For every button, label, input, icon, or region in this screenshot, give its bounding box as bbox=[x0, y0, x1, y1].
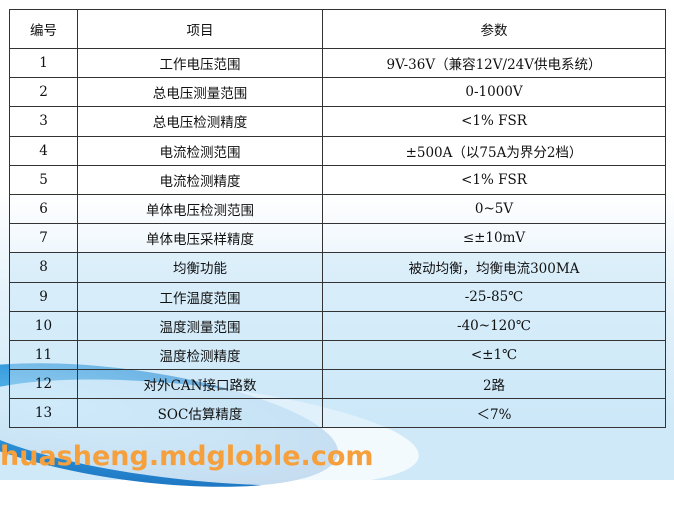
cell-item: 单体电压采样精度 bbox=[77, 223, 323, 254]
table-row: 12 对外CAN接口路数 2路 bbox=[9, 369, 666, 400]
cell-parameter: <1% FSR bbox=[322, 164, 666, 195]
cell-item: 对外CAN接口路数 bbox=[77, 369, 323, 400]
cell-item: 电流检测精度 bbox=[77, 164, 323, 195]
cell-parameter: 0~5V bbox=[322, 193, 666, 225]
cell-number: 10 bbox=[9, 310, 78, 341]
table-row: 6 单体电压检测范围 0~5V bbox=[9, 193, 666, 225]
header-parameter: 参数 bbox=[322, 9, 666, 49]
cell-item: 工作温度范围 bbox=[77, 281, 323, 312]
cell-item: SOC估算精度 bbox=[77, 398, 323, 429]
cell-number: 6 bbox=[9, 193, 78, 225]
cell-number: 12 bbox=[9, 369, 78, 400]
cell-item: 温度检测精度 bbox=[77, 339, 323, 371]
table-row: 8 均衡功能 被动均衡，均衡电流300MA bbox=[9, 252, 666, 283]
cell-number: 5 bbox=[9, 164, 78, 195]
cell-item: 温度测量范围 bbox=[77, 310, 323, 341]
table-row: 7 单体电压采样精度 ≤±10mV bbox=[9, 223, 666, 254]
cell-item: 工作电压范围 bbox=[77, 47, 323, 79]
header-number: 编号 bbox=[9, 9, 78, 49]
cell-parameter: 9V-36V（兼容12V/24V供电系统） bbox=[322, 47, 666, 79]
cell-item: 总电压测量范围 bbox=[77, 77, 323, 108]
cell-parameter: ±500A（以75A为界分2档） bbox=[322, 135, 666, 166]
cell-number: 11 bbox=[9, 339, 78, 371]
cell-parameter: <1% FSR bbox=[322, 106, 666, 137]
cell-parameter: 2路 bbox=[322, 369, 666, 400]
cell-parameter: -40~120℃ bbox=[322, 310, 666, 341]
cell-number: 7 bbox=[9, 223, 78, 254]
watermark: huasheng.mdgloble.com bbox=[0, 441, 374, 472]
cell-number: 13 bbox=[9, 398, 78, 429]
table-header-row: 编号 项目 参数 bbox=[9, 9, 666, 49]
cell-number: 3 bbox=[9, 106, 78, 137]
table-row: 5 电流检测精度 <1% FSR bbox=[9, 164, 666, 195]
table-row: 1 工作电压范围 9V-36V（兼容12V/24V供电系统） bbox=[9, 47, 666, 79]
cell-parameter: 0-1000V bbox=[322, 77, 666, 108]
cell-item: 均衡功能 bbox=[77, 252, 323, 283]
cell-number: 1 bbox=[9, 47, 78, 79]
cell-parameter: ≤±10mV bbox=[322, 223, 666, 254]
cell-parameter: <±1℃ bbox=[322, 339, 666, 371]
cell-item: 单体电压检测范围 bbox=[77, 193, 323, 225]
table-row: 11 温度检测精度 <±1℃ bbox=[9, 339, 666, 371]
table-row: 3 总电压检测精度 <1% FSR bbox=[9, 106, 666, 137]
cell-number: 8 bbox=[9, 252, 78, 283]
cell-parameter: -25-85℃ bbox=[322, 281, 666, 312]
cell-item: 总电压检测精度 bbox=[77, 106, 323, 137]
table-row: 10 温度测量范围 -40~120℃ bbox=[9, 310, 666, 341]
spec-table: 编号 项目 参数 1 工作电压范围 9V-36V（兼容12V/24V供电系统） 2 总电… bbox=[9, 9, 666, 429]
cell-number: 9 bbox=[9, 281, 78, 312]
table-row: 9 工作温度范围 -25-85℃ bbox=[9, 281, 666, 312]
cell-parameter: 被动均衡，均衡电流300MA bbox=[322, 252, 666, 283]
table-row: 13 SOC估算精度 ＜7% bbox=[9, 398, 666, 429]
table-row: 4 电流检测范围 ±500A（以75A为界分2档） bbox=[9, 135, 666, 166]
cell-number: 2 bbox=[9, 77, 78, 108]
cell-number: 4 bbox=[9, 135, 78, 166]
header-item: 项目 bbox=[77, 9, 323, 49]
table-row: 2 总电压测量范围 0-1000V bbox=[9, 77, 666, 108]
cell-parameter: ＜7% bbox=[322, 398, 666, 429]
cell-item: 电流检测范围 bbox=[77, 135, 323, 166]
